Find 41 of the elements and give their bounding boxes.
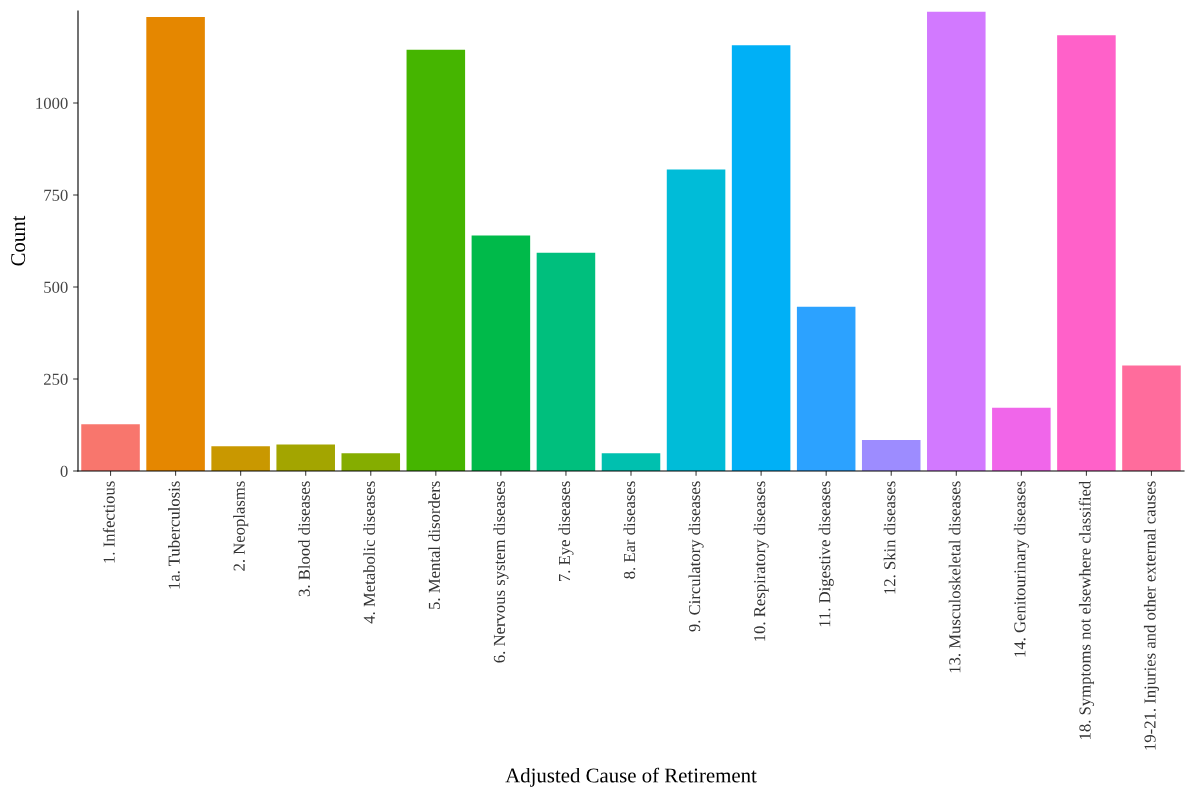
y-tick-label: 0 (60, 465, 68, 477)
bar (341, 453, 401, 471)
bar (992, 407, 1051, 471)
x-tick-label: 2. Neoplasms (233, 481, 249, 571)
bar (471, 235, 531, 471)
x-tick-label: 11. Digestive diseases (818, 481, 834, 627)
bar (536, 252, 596, 471)
bar (861, 440, 921, 471)
y-tick-label: 250 (44, 373, 68, 385)
bar (276, 444, 335, 471)
x-tick-label: 18. Symptoms not elsewhere classified (1078, 480, 1095, 739)
bar (927, 11, 986, 471)
bar (211, 446, 270, 471)
x-axis-title: Adjusted Cause of Retirement (505, 767, 757, 787)
x-tick-label: 1. Infectious (102, 481, 115, 563)
y-tick-label: 750 (44, 189, 68, 201)
bar (146, 16, 205, 471)
bar (796, 306, 856, 471)
x-tick-label: 13. Musculoskeletal diseases (948, 481, 961, 673)
x-tick-label: 8. Ear diseases (623, 481, 636, 579)
y-axis-title: Count (11, 215, 26, 266)
x-tick-label: 9. Circulatory diseases (688, 481, 704, 632)
y-tick-label: 1000 (36, 97, 68, 109)
bar (1057, 35, 1116, 471)
bar (731, 45, 791, 471)
x-tick-label: 19-21. Injuries and other external causes (1143, 481, 1160, 750)
bar (406, 49, 466, 471)
x-tick-label: 14. Genitourinary diseases (1013, 481, 1029, 657)
x-tick-label: 4. Metabolic diseases (363, 481, 376, 624)
x-tick-label: 6. Nervous system diseases (493, 481, 509, 663)
x-tick-label: 1a. Tuberculosis (168, 481, 180, 589)
x-tick-label: 3. Blood diseases (298, 481, 310, 597)
x-tick-label: 5. Mental disorders (428, 481, 441, 609)
bar (601, 453, 661, 471)
x-tick-label: 12. Skin diseases (883, 481, 896, 594)
bar (666, 169, 726, 471)
x-tick-label: 10. Respiratory diseases (753, 481, 769, 641)
bar (1122, 365, 1181, 471)
y-tick-label: 500 (44, 281, 68, 293)
x-tick-label: 7. Eye diseases (558, 481, 574, 581)
bar (81, 424, 140, 471)
